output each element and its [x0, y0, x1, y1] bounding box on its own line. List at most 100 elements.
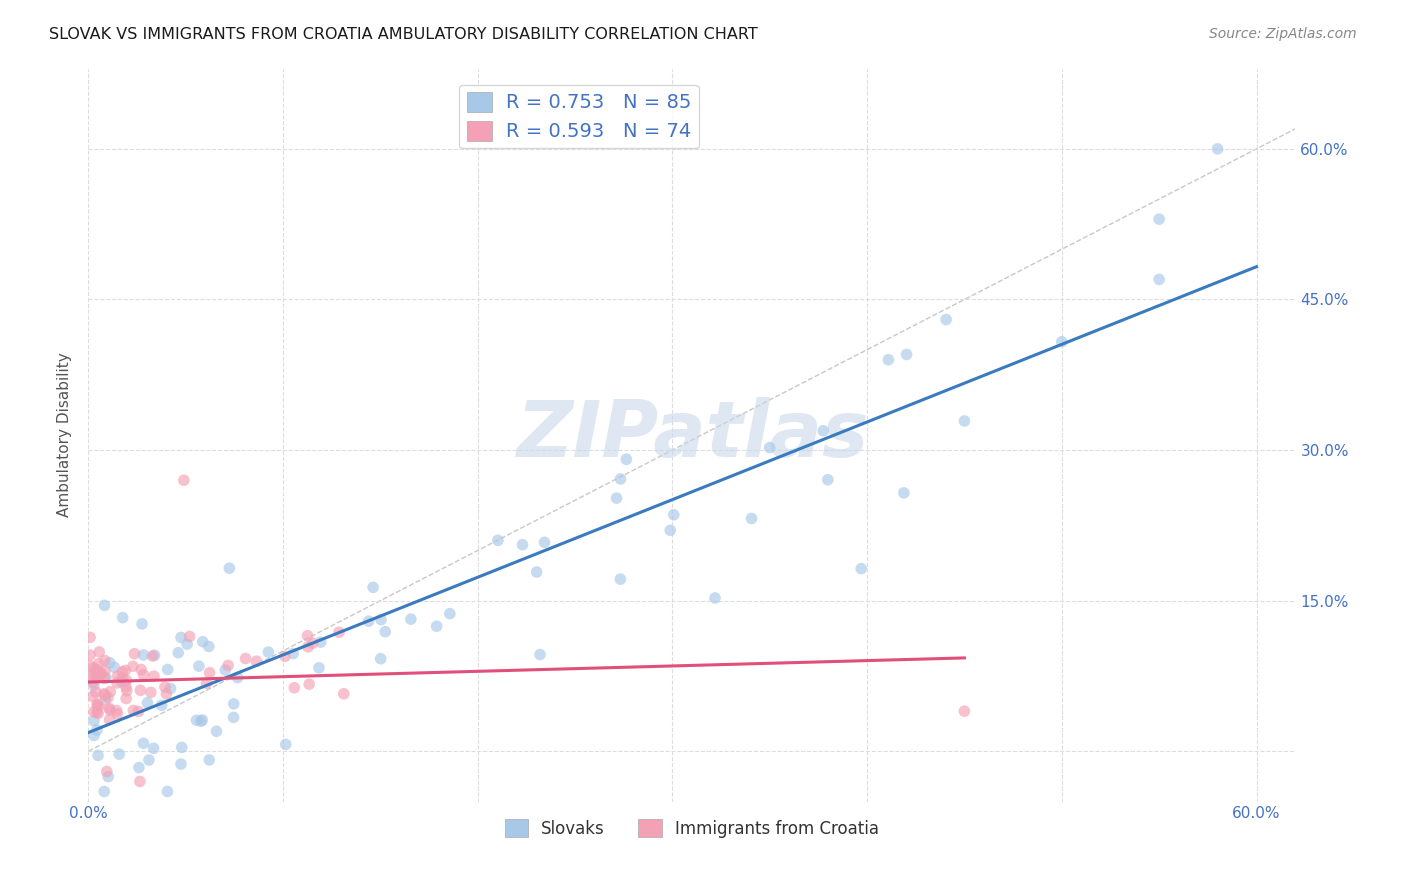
Point [486, 533, 509, 548]
Point [94, 692, 117, 706]
Point [93, 671, 115, 685]
Point [87, 670, 110, 684]
Point [156, 784, 179, 798]
Y-axis label: Ambulatory Disability: Ambulatory Disability [58, 352, 72, 517]
Point [111, 610, 134, 624]
Point [83, 705, 105, 719]
Point [108, 747, 131, 761]
Point [131, 616, 153, 631]
Point [111, 665, 134, 679]
Point [132, 648, 155, 662]
Point [370, 613, 392, 627]
Point [426, 619, 449, 633]
Point [374, 624, 396, 639]
Point [191, 634, 214, 648]
Point [529, 648, 551, 662]
Point [83, 678, 105, 692]
Point [87, 699, 110, 714]
Point [328, 625, 350, 640]
Point [93, 599, 115, 613]
Point [98, 713, 121, 727]
Point [132, 667, 155, 681]
Point [195, 676, 218, 690]
Point [218, 561, 240, 575]
Point [301, 636, 323, 650]
Point [214, 663, 236, 677]
Point [274, 649, 297, 664]
Point [107, 706, 129, 721]
Point [609, 572, 631, 586]
Point [170, 740, 193, 755]
Point [84, 664, 107, 678]
Point [122, 659, 145, 673]
Point [83, 714, 105, 728]
Point [79, 658, 101, 673]
Point [614, 452, 637, 467]
Point [142, 669, 165, 683]
Text: SLOVAK VS IMMIGRANTS FROM CROATIA AMBULATORY DISABILITY CORRELATION CHART: SLOVAK VS IMMIGRANTS FROM CROATIA AMBULA… [49, 27, 758, 42]
Point [115, 680, 138, 694]
Point [198, 753, 221, 767]
Point [817, 473, 839, 487]
Point [94, 664, 117, 678]
Point [89, 645, 111, 659]
Point [129, 663, 152, 677]
Point [83, 666, 105, 681]
Point [138, 753, 160, 767]
Point [235, 651, 257, 665]
Point [128, 760, 150, 774]
Point [297, 640, 319, 654]
Point [186, 713, 208, 727]
Point [111, 671, 134, 685]
Point [257, 645, 280, 659]
Point [704, 591, 727, 605]
Point [84, 685, 107, 699]
Point [110, 674, 132, 689]
Point [361, 580, 384, 594]
Point [740, 511, 762, 525]
Point [97, 690, 120, 705]
Point [159, 681, 181, 696]
Point [953, 414, 976, 428]
Point [170, 757, 193, 772]
Point [79, 670, 101, 684]
Point [533, 535, 555, 549]
Point [86, 670, 108, 684]
Point [606, 491, 628, 505]
Point [179, 630, 201, 644]
Point [274, 738, 297, 752]
Point [103, 660, 125, 674]
Point [222, 710, 245, 724]
Point [217, 658, 239, 673]
Point [98, 703, 121, 717]
Point [127, 705, 149, 719]
Point [128, 774, 150, 789]
Point [333, 687, 356, 701]
Point [143, 648, 166, 663]
Point [82, 675, 104, 690]
Point [167, 646, 190, 660]
Point [283, 647, 305, 661]
Point [86, 705, 108, 719]
Point [115, 673, 138, 688]
Point [129, 683, 152, 698]
Point [114, 664, 136, 678]
Point [170, 631, 193, 645]
Point [87, 657, 110, 671]
Point [84, 670, 107, 684]
Point [1147, 272, 1170, 286]
Point [79, 631, 101, 645]
Text: Source: ZipAtlas.com: Source: ZipAtlas.com [1209, 27, 1357, 41]
Point [187, 659, 209, 673]
Point [105, 676, 128, 690]
Point [97, 770, 120, 784]
Point [93, 687, 115, 701]
Point [94, 688, 117, 702]
Point [526, 565, 548, 579]
Legend: Slovaks, Immigrants from Croatia: Slovaks, Immigrants from Croatia [498, 813, 886, 845]
Point [222, 697, 245, 711]
Point [155, 687, 177, 701]
Point [609, 472, 631, 486]
Point [86, 698, 108, 713]
Point [98, 684, 121, 698]
